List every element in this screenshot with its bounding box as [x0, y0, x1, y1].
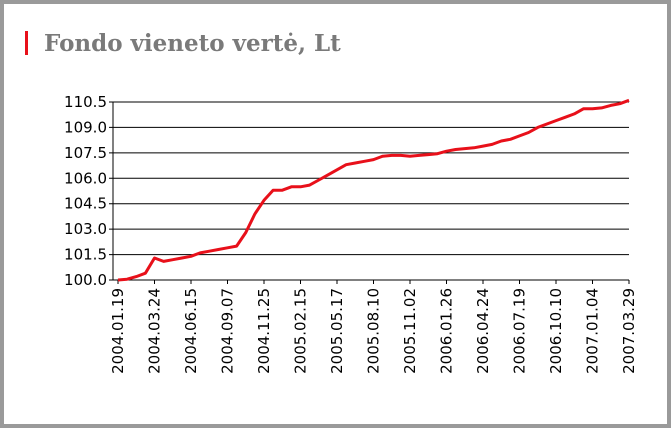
x-tick-label: 2006.07.19	[511, 288, 529, 374]
title-marker	[25, 31, 28, 55]
x-tick-label: 2007.01.04	[584, 288, 602, 374]
y-tick-label: 104.5	[64, 195, 107, 213]
y-tick-label: 109.0	[64, 118, 107, 136]
y-tick-label: 106.0	[64, 169, 107, 187]
x-tick-label: 2006.01.26	[438, 288, 456, 374]
x-tick-label: 2005.05.17	[328, 288, 346, 374]
x-tick-label: 2004.09.07	[219, 288, 237, 374]
x-tick-label: 2004.01.19	[109, 288, 127, 374]
y-tick-label: 107.5	[64, 144, 107, 162]
x-tick-label: 2004.11.25	[255, 288, 273, 374]
x-tick-label: 2005.02.15	[292, 288, 310, 374]
chart-title: Fondo vieneto vertė, Lt	[44, 30, 341, 57]
y-tick-label: 100.0	[64, 271, 107, 289]
y-tick-label: 101.5	[64, 246, 107, 264]
x-tick-label: 2007.03.29	[620, 288, 638, 374]
x-tick-label: 2005.11.02	[401, 288, 419, 374]
x-tick-label: 2004.03.24	[146, 288, 164, 374]
line-series	[117, 98, 630, 282]
y-tick-label: 110.5	[64, 93, 107, 111]
y-tick-label: 103.0	[64, 220, 107, 238]
x-tick-label: 2005.08.10	[365, 288, 383, 374]
x-tick-label: 2006.10.10	[547, 288, 565, 374]
x-tick-label: 2004.06.15	[182, 288, 200, 374]
x-tick-label: 2006.04.24	[474, 288, 492, 374]
